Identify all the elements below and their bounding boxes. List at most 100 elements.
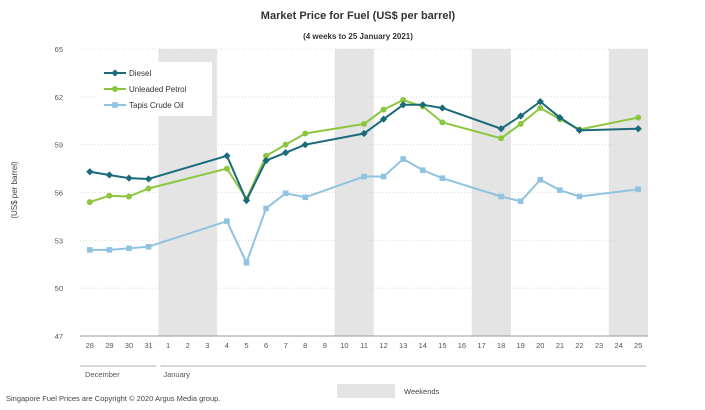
point-unleaded-petrol-0 [86, 199, 93, 206]
y-tick-62: 62 [55, 93, 63, 102]
y-tick-labels: 47 50 53 56 59 62 65 [55, 45, 63, 341]
x-tick-16: 13 [399, 341, 407, 350]
copyright-note: Singapore Fuel Prices are Copyright © 20… [6, 394, 220, 403]
point-unleaded-petrol-10 [380, 106, 387, 113]
point-diesel-10 [379, 115, 388, 123]
point-tapis-crude-oil-17 [557, 187, 563, 193]
point-diesel-19 [634, 125, 642, 133]
weekend-band-1 [334, 49, 374, 336]
weekend-legend: Weekends [337, 384, 440, 398]
legend-marker-unleaded-petrol [112, 86, 118, 92]
point-unleaded-petrol-11 [400, 97, 407, 104]
chart-title: Market Price for Fuel (US$ per barrel) [261, 10, 456, 22]
point-tapis-crude-oil-13 [439, 175, 446, 181]
point-unleaded-petrol-8 [302, 130, 309, 137]
legend-label-unleaded-petrol: Unleaded Petrol [129, 85, 187, 94]
point-tapis-crude-oil-12 [419, 167, 426, 173]
series-lines [86, 97, 642, 266]
point-diesel-16 [536, 98, 544, 106]
point-tapis-crude-oil-2 [126, 245, 132, 252]
y-axis-label: (US$ per barrel) [10, 161, 19, 219]
x-tick-labels: 28 29 30 31 1 2 3 4 5 6 7 8 9 10 11 12 13 14 15 16 17 18 19 20 2… [86, 341, 643, 350]
point-diesel-12 [419, 101, 427, 109]
chart-subtitle: (4 weeks to 25 January 2021) [303, 32, 413, 41]
month-labels: December January [80, 365, 646, 379]
point-diesel-5 [242, 196, 251, 205]
point-tapis-crude-oil-11 [400, 156, 406, 162]
x-tick-8: 5 [244, 341, 248, 350]
y-tick-56: 56 [55, 189, 63, 198]
point-diesel-14 [497, 125, 505, 133]
point-tapis-crude-oil-5 [243, 259, 250, 266]
point-diesel-6 [262, 157, 270, 165]
point-unleaded-petrol-3 [145, 185, 152, 192]
x-tick-18: 15 [438, 341, 446, 350]
point-diesel-9 [360, 129, 368, 138]
legend-label-tapis-crude-oil: Tapis Crude Oil [129, 101, 184, 110]
point-unleaded-petrol-19 [635, 114, 642, 121]
x-tick-17: 14 [419, 341, 427, 350]
y-tick-50: 50 [55, 284, 63, 293]
x-tick-4: 1 [166, 341, 170, 350]
point-unleaded-petrol-9 [361, 120, 367, 127]
legend-label-diesel: Diesel [129, 69, 151, 78]
point-diesel-17 [556, 113, 564, 122]
month-label-december: December [85, 370, 120, 379]
point-tapis-crude-oil-18 [576, 193, 583, 200]
series-line-diesel [89, 100, 639, 202]
point-tapis-crude-oil-4 [224, 218, 230, 224]
point-diesel-15 [517, 112, 525, 120]
point-unleaded-petrol-16 [537, 104, 544, 111]
point-unleaded-petrol-7 [282, 141, 289, 148]
point-diesel-2 [125, 174, 133, 182]
x-tick-9: 6 [264, 341, 268, 350]
x-tick-12: 9 [323, 341, 327, 350]
point-unleaded-petrol-1 [106, 192, 113, 199]
point-tapis-crude-oil-8 [302, 194, 309, 201]
point-tapis-crude-oil-0 [86, 247, 93, 253]
x-tick-13: 10 [340, 341, 348, 350]
point-tapis-crude-oil-6 [263, 205, 269, 212]
x-tick-2: 30 [125, 341, 133, 350]
point-unleaded-petrol-2 [125, 193, 132, 200]
x-tick-11: 8 [303, 341, 307, 350]
point-diesel-7 [282, 149, 290, 157]
x-tick-25: 22 [575, 341, 583, 350]
point-tapis-crude-oil-10 [380, 173, 387, 180]
y-tick-47: 47 [55, 332, 63, 341]
point-diesel-3 [144, 175, 153, 183]
x-tick-10: 7 [284, 341, 288, 350]
x-tick-7: 4 [225, 341, 229, 350]
point-tapis-crude-oil-3 [145, 243, 152, 250]
point-unleaded-petrol-14 [498, 135, 505, 142]
x-tick-28: 25 [634, 341, 642, 350]
y-tick-53: 53 [55, 236, 63, 245]
point-tapis-crude-oil-19 [635, 186, 642, 193]
point-unleaded-petrol-6 [263, 152, 270, 159]
x-tick-21: 18 [497, 341, 505, 350]
point-diesel-4 [223, 152, 231, 160]
x-tick-15: 12 [379, 341, 387, 350]
point-unleaded-petrol-15 [517, 120, 524, 127]
y-tick-65: 65 [55, 45, 63, 54]
x-tick-14: 11 [360, 341, 368, 350]
x-tick-0: 28 [86, 341, 94, 350]
x-tick-23: 20 [536, 341, 544, 350]
point-tapis-crude-oil-9 [361, 173, 367, 180]
series-line-tapis-crude-oil [89, 158, 639, 264]
x-tick-20: 17 [477, 341, 485, 350]
point-tapis-crude-oil-16 [537, 176, 544, 183]
point-diesel-0 [86, 168, 94, 176]
x-tick-22: 19 [517, 341, 525, 350]
legend: Diesel Unleaded Petrol Tapis Crude Oil [97, 62, 212, 116]
x-tick-24: 21 [556, 341, 564, 350]
x-tick-26: 23 [595, 341, 603, 350]
legend-marker-diesel [111, 69, 119, 77]
x-tick-19: 16 [458, 341, 466, 350]
point-diesel-8 [301, 141, 309, 149]
y-tick-59: 59 [55, 141, 63, 150]
legend-marker-tapis-crude-oil [112, 102, 118, 108]
x-tick-5: 2 [186, 341, 190, 350]
point-tapis-crude-oil-15 [517, 198, 524, 205]
